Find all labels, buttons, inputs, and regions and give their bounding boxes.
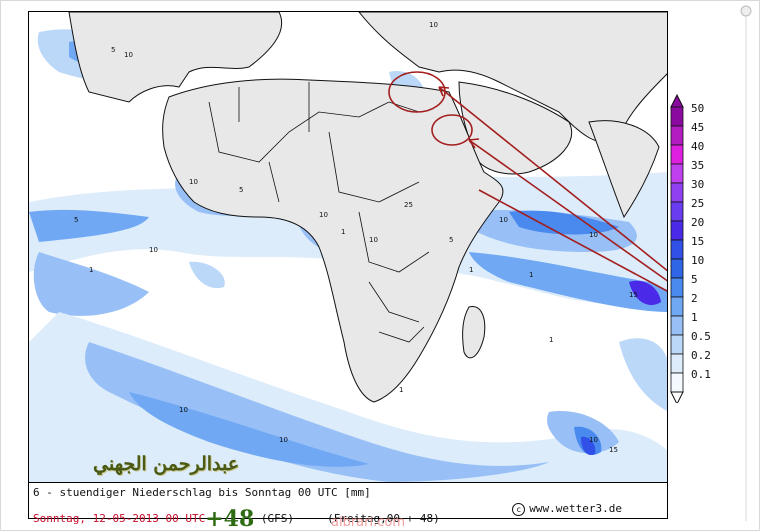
svg-text:25: 25	[404, 201, 413, 209]
svg-text:10: 10	[429, 21, 438, 29]
signature: عبدالرحمن الجهني	[93, 453, 240, 475]
legend-level-label: 25	[691, 197, 704, 210]
legend-swatch	[670, 372, 684, 393]
svg-text:5: 5	[111, 46, 115, 54]
legend-level-label: 15	[691, 235, 704, 248]
legend-level-label: 20	[691, 216, 704, 229]
pushpin-icon	[737, 3, 755, 525]
svg-text:10: 10	[124, 51, 133, 59]
legend-swatch	[670, 201, 684, 222]
legend-level-label: 45	[691, 121, 704, 134]
legend-swatch	[670, 144, 684, 165]
caption-credit: c www.wetter3.de	[512, 502, 622, 516]
madagascar	[462, 306, 486, 359]
legend-level-label: 5	[691, 273, 698, 286]
legend-swatch	[670, 277, 684, 298]
legend-level-label: 10	[691, 254, 704, 267]
svg-text:1: 1	[529, 271, 533, 279]
svg-text:10: 10	[589, 231, 598, 239]
credit-text: www.wetter3.de	[529, 502, 622, 515]
legend-level-label: 40	[691, 140, 704, 153]
svg-text:10: 10	[499, 216, 508, 224]
svg-text:10: 10	[279, 436, 288, 444]
svg-text:1: 1	[549, 336, 553, 344]
legend-swatch	[670, 182, 684, 203]
legend-swatch	[670, 334, 684, 355]
svg-text:5: 5	[74, 216, 78, 224]
caption-date: Sonntag, 12-05-2013	[33, 512, 159, 525]
legend-swatch	[670, 106, 684, 127]
svg-text:10: 10	[179, 406, 188, 414]
middle-east	[358, 12, 667, 143]
caption-title: 6 - stuendiger Niederschlag bis Sonntag …	[33, 486, 371, 499]
legend-level-label: 50	[691, 102, 704, 115]
legend-level-label: 0.1	[691, 368, 711, 381]
svg-text:15: 15	[629, 291, 638, 299]
svg-text:15: 15	[609, 446, 618, 454]
svg-text:1: 1	[89, 266, 93, 274]
europe	[68, 12, 283, 103]
legend-swatch	[670, 163, 684, 184]
land-masses	[68, 12, 667, 403]
svg-text:5: 5	[449, 236, 453, 244]
legend-level-label: 2	[691, 292, 698, 305]
copyright-icon: c	[512, 502, 526, 516]
svg-text:5: 5	[239, 186, 243, 194]
legend-bottom-arrow	[670, 391, 684, 406]
legend-top-arrow	[670, 93, 684, 108]
caption-run-info: Sonntag, 12-05-2013 00 UTC+48 (GFS) (Fre…	[33, 502, 440, 532]
svg-text:1: 1	[469, 266, 473, 274]
legend-swatch	[670, 296, 684, 317]
svg-text:1: 1	[341, 228, 345, 236]
legend-swatch	[670, 125, 684, 146]
svg-text:10: 10	[319, 211, 328, 219]
legend-level-label: 35	[691, 159, 704, 172]
caption-utc: 00 UTC	[165, 512, 206, 525]
precipitation-legend: 50 45 40 35 30 25 20 15 10 5 2 1 0.5 0.2 0.1	[669, 93, 729, 406]
caption-model: (GFS)	[260, 512, 295, 525]
svg-text:10: 10	[589, 436, 598, 444]
legend-level-label: 1	[691, 311, 698, 324]
legend-swatch	[670, 315, 684, 336]
svg-text:10: 10	[149, 246, 158, 254]
watermark: albrari.com	[331, 515, 405, 530]
india	[588, 120, 660, 219]
svg-text:10: 10	[189, 178, 198, 186]
legend-level-label: 30	[691, 178, 704, 191]
forecast-hour: +48	[205, 506, 255, 532]
legend-swatch	[670, 220, 684, 241]
legend-level-label: 0.5	[691, 330, 711, 343]
legend-swatch	[670, 239, 684, 260]
country-borders	[208, 82, 430, 343]
svg-text:1: 1	[399, 386, 403, 394]
map-caption: 6 - stuendiger Niederschlag bis Sonntag …	[28, 483, 668, 532]
legend-level-label: 0.2	[691, 349, 711, 362]
annotation-marks	[388, 71, 667, 292]
legend-colorbar: 50 45 40 35 30 25 20 15 10 5 2 1 0.5 0.2 0.1	[670, 93, 711, 406]
caption-ref: (Freitag,00 + 48)	[327, 512, 440, 525]
legend-swatch	[670, 353, 684, 374]
svg-text:10: 10	[369, 236, 378, 244]
legend-swatch	[670, 258, 684, 279]
